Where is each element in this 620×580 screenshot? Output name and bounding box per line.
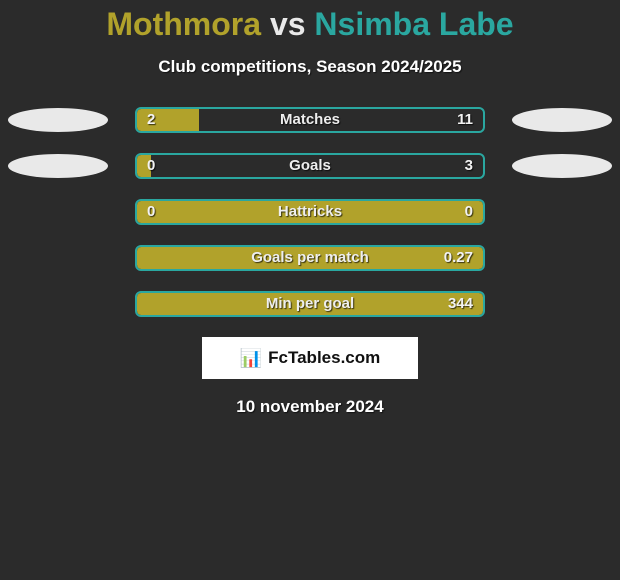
player2-name: Nsimba Labe: [314, 6, 513, 42]
stat-right-value: 344: [448, 293, 473, 315]
stat-row: 0Hattricks0: [0, 199, 620, 225]
stat-label: Hattricks: [137, 201, 483, 223]
stat-right-value: 0: [465, 201, 473, 223]
player1-name: Mothmora: [106, 6, 261, 42]
player2-marker: [512, 108, 612, 132]
player1-marker: [8, 154, 108, 178]
stat-right-value: 0.27: [444, 247, 473, 269]
stat-row: 2Matches11: [0, 107, 620, 133]
stat-row: 0Goals3: [0, 153, 620, 179]
stat-row: Goals per match0.27: [0, 245, 620, 271]
stat-bar-track: 0Hattricks0: [135, 199, 485, 225]
date-label: 10 november 2024: [0, 397, 620, 417]
stat-row: Min per goal344: [0, 291, 620, 317]
player2-marker: [512, 154, 612, 178]
comparison-title: Mothmora vs Nsimba Labe: [0, 0, 620, 43]
stats-container: 2Matches110Goals30Hattricks0Goals per ma…: [0, 107, 620, 317]
branding-text: FcTables.com: [268, 348, 380, 368]
stat-bar-track: Goals per match0.27: [135, 245, 485, 271]
stat-bar-track: 2Matches11: [135, 107, 485, 133]
subtitle: Club competitions, Season 2024/2025: [0, 57, 620, 77]
stat-right-value: 3: [465, 155, 473, 177]
player1-marker: [8, 108, 108, 132]
branding-box: 📊 FcTables.com: [202, 337, 418, 379]
stat-bar-track: Min per goal344: [135, 291, 485, 317]
stat-label: Min per goal: [137, 293, 483, 315]
stat-label: Goals per match: [137, 247, 483, 269]
stat-label: Goals: [137, 155, 483, 177]
vs-separator: vs: [270, 6, 306, 42]
stat-bar-track: 0Goals3: [135, 153, 485, 179]
chart-icon: 📊: [240, 348, 262, 369]
stat-label: Matches: [137, 109, 483, 131]
stat-right-value: 11: [457, 109, 473, 131]
